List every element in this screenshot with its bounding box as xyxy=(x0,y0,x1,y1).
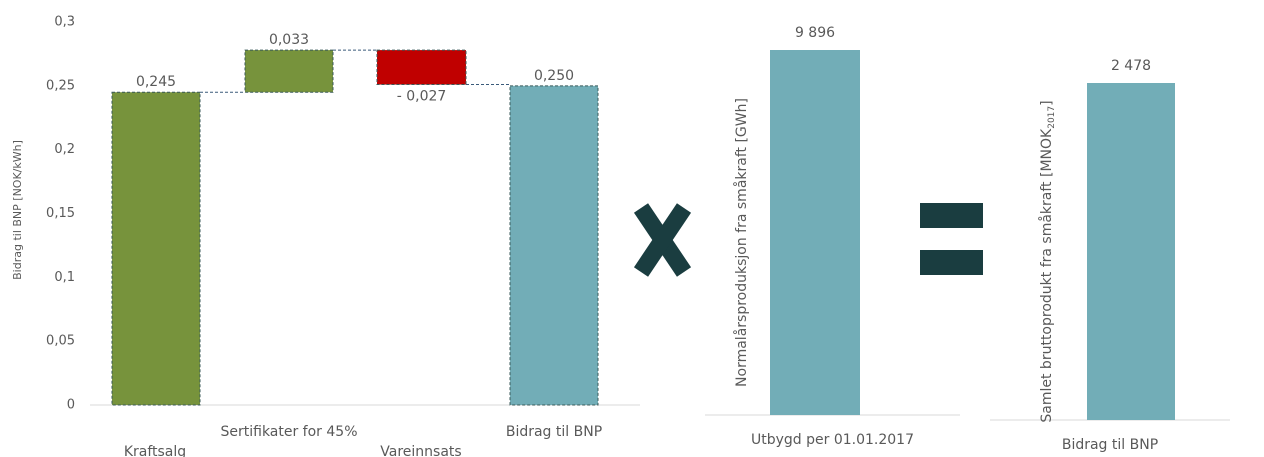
bar xyxy=(770,50,860,415)
times-stroke xyxy=(633,203,692,277)
y-axis-title-part: 2017 xyxy=(1047,106,1057,129)
equals-bar xyxy=(920,250,983,275)
x-tick-label: Kraftsalg xyxy=(124,444,186,457)
y-tick-label: 0,25 xyxy=(46,78,75,93)
y-axis-title-part: Samlet bruttoprodukt fra småkraft [MNOK xyxy=(1038,128,1055,423)
value-label: 2 478 xyxy=(1111,58,1151,74)
bar xyxy=(376,49,467,86)
y-tick-label: 0,15 xyxy=(46,206,75,221)
equals-bar xyxy=(920,203,983,228)
bar xyxy=(1087,83,1175,420)
value-label: 0,245 xyxy=(136,74,176,90)
value-label: 0,250 xyxy=(534,68,574,84)
times-symbol xyxy=(633,203,692,277)
value-label: - 0,027 xyxy=(397,89,447,105)
x-tick-label: Utbygd per 01.01.2017 xyxy=(751,432,914,448)
y-tick-label: 0,1 xyxy=(54,270,75,285)
bar xyxy=(509,85,599,406)
value-label: 9 896 xyxy=(795,25,835,41)
x-tick-label: Bidrag til BNP xyxy=(1062,437,1158,453)
x-tick-label: Vareinnsats xyxy=(380,444,461,457)
y-axis-title-part: ] xyxy=(1039,100,1055,105)
y-tick-label: 0,2 xyxy=(54,142,75,157)
y-axis-title: Normalårsproduksjon fra småkraft [GWh] xyxy=(733,98,750,387)
x-tick-label: Bidrag til BNP xyxy=(506,424,602,440)
value-label: 0,033 xyxy=(269,32,309,48)
y-tick-label: 0,05 xyxy=(46,334,75,349)
x-tick-label: Sertifikater for 45% xyxy=(220,424,357,440)
y-axis-title: Samlet bruttoprodukt fra småkraft [MNOK2… xyxy=(1038,100,1057,422)
bar xyxy=(244,49,334,93)
y-tick-label: 0 xyxy=(67,398,75,413)
y-axis-title: Bidrag til BNP [NOK/kWh] xyxy=(11,140,24,280)
y-tick-label: 0,3 xyxy=(54,15,75,30)
bar xyxy=(111,91,201,406)
